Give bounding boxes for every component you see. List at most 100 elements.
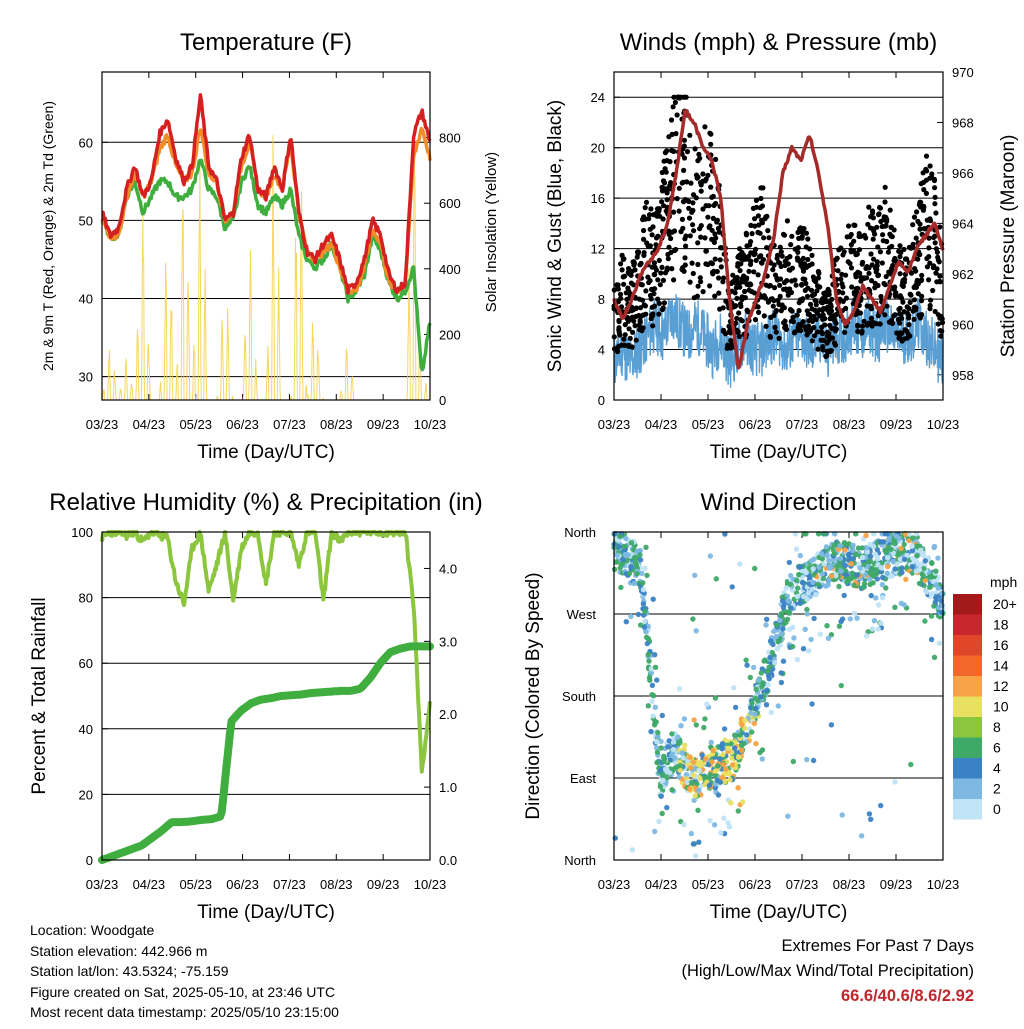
direction-point: [742, 717, 748, 724]
x-tick-label: 03/23: [86, 877, 119, 892]
gust-point: [809, 252, 815, 258]
gust-point: [649, 264, 655, 270]
gust-point: [846, 223, 852, 229]
gust-point: [771, 262, 777, 268]
gust-point: [751, 269, 757, 275]
direction-point: [714, 777, 720, 784]
direction-point: [655, 729, 661, 736]
gust-point: [728, 337, 734, 344]
direction-point: [702, 774, 708, 780]
gust-point: [910, 222, 916, 228]
direction-point: [676, 686, 683, 692]
x-tick-label: 10/23: [414, 877, 447, 892]
direction-point: [815, 581, 822, 588]
direction-point: [880, 574, 886, 581]
direction-point: [807, 575, 813, 581]
gust-point: [734, 295, 740, 301]
direction-point: [682, 742, 688, 748]
gust-point: [857, 270, 863, 276]
gust-point: [642, 205, 648, 211]
plot-border: [101, 531, 431, 861]
direction-point: [744, 662, 750, 668]
gust-point: [748, 258, 754, 264]
direction-point: [903, 576, 909, 583]
direction-point: [669, 752, 675, 758]
direction-point: [707, 818, 713, 824]
direction-point: [706, 782, 713, 789]
direction-point: [670, 739, 677, 746]
y2-tick-label: 4.0: [439, 561, 457, 576]
direction-point: [842, 547, 848, 553]
direction-point: [804, 606, 810, 613]
gust-point: [933, 210, 939, 216]
gust-point: [738, 261, 744, 267]
gust-point: [712, 256, 718, 262]
gust-point: [674, 196, 680, 202]
gust-point: [696, 151, 702, 157]
direction-point: [841, 592, 847, 599]
series-station-pressure: [612, 109, 945, 370]
direction-point: [645, 651, 651, 658]
direction-point: [737, 732, 743, 738]
direction-point: [799, 579, 806, 586]
direction-point: [689, 779, 695, 785]
wind-direction-panel: Wind Direction Time (Day/UTC) 03/23 04/23 05…: [523, 489, 959, 923]
gust-point: [937, 273, 943, 279]
gust-point: [655, 233, 661, 239]
direction-point: [619, 561, 626, 567]
gust-point: [919, 312, 925, 318]
direction-point: [889, 573, 895, 579]
gust-point: [933, 246, 940, 252]
gust-point: [843, 295, 850, 301]
direction-point: [650, 596, 656, 602]
gust-point: [798, 321, 804, 327]
direction-point: [817, 631, 824, 637]
direction-point: [899, 569, 905, 576]
direction-point: [901, 541, 907, 548]
gust-point: [697, 275, 703, 281]
direction-point: [849, 570, 855, 576]
direction-point: [931, 543, 938, 550]
direction-point: [902, 556, 908, 563]
direction-point: [851, 582, 857, 588]
direction-point: [910, 555, 916, 562]
direction-point: [645, 636, 652, 642]
gust-point: [782, 325, 788, 331]
direction-point: [654, 677, 660, 683]
gust-point: [618, 261, 624, 267]
gust-point: [748, 222, 754, 228]
gust-point: [811, 333, 818, 339]
direction-point: [614, 559, 620, 565]
gust-point: [730, 272, 736, 278]
direction-point: [696, 767, 703, 774]
direction-point: [884, 570, 890, 576]
direction-point: [845, 551, 852, 558]
gust-point: [710, 215, 716, 221]
gust-point: [674, 112, 680, 118]
legend-swatch: [953, 614, 982, 635]
direction-point: [800, 593, 807, 600]
gust-point: [690, 207, 696, 213]
direction-point: [920, 550, 926, 556]
y2-tick-label: 1.0: [439, 780, 457, 795]
direction-point: [787, 581, 794, 587]
gust-point: [799, 235, 805, 241]
gust-point: [870, 236, 876, 242]
direction-point: [775, 703, 781, 709]
direction-point: [637, 552, 643, 558]
gust-point: [752, 251, 758, 257]
gust-point: [649, 286, 655, 292]
gust-point: [643, 199, 650, 205]
direction-point: [672, 755, 678, 761]
direction-point: [788, 605, 794, 611]
gust-point: [800, 276, 806, 282]
gust-point: [787, 307, 794, 313]
gust-point: [665, 256, 671, 262]
direction-point: [810, 572, 817, 578]
gust-point: [887, 207, 893, 213]
direction-point: [802, 626, 808, 632]
direction-point: [778, 670, 784, 676]
gust-point: [631, 260, 638, 266]
direction-point: [715, 792, 722, 798]
gust-point: [840, 298, 846, 304]
